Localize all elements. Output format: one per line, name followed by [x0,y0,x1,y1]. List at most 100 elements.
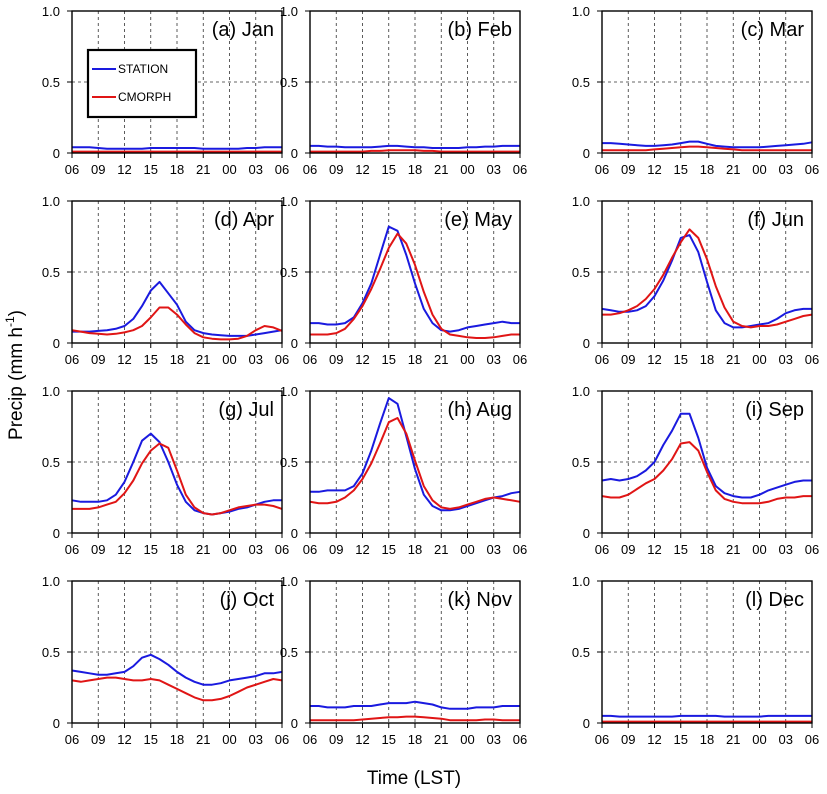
panel-title: (f) Jun [747,209,804,231]
plot-frame [601,580,813,724]
x-tick-label: 06 [65,162,79,177]
series-line-station [72,146,282,150]
x-tick-label: 18 [170,732,184,747]
panel-12: 06 09 12 15 18 21 00 03 06 0 0.5 1.0 (l) Dec [572,574,819,747]
y-tick-label: 0 [583,146,590,161]
y-tick-label: 0.5 [572,75,590,90]
y-tick-label: 1.0 [280,194,298,209]
y-tick-label: 1.0 [572,194,590,209]
x-tick-label: 12 [117,542,131,557]
x-tick-label: 12 [647,542,661,557]
y-tick-label: 0 [291,146,298,161]
x-tick-label: 12 [117,162,131,177]
panel-title: (d) Apr [214,209,274,231]
x-tick-label: 18 [408,162,422,177]
series-line-cmorph [309,417,521,510]
x-tick-label: 06 [805,352,819,367]
x-tick-label: 21 [726,162,740,177]
x-tick-label: 03 [779,732,793,747]
x-tick-label: 06 [275,542,289,557]
gridlines [72,201,282,343]
x-tick-label: 09 [621,352,635,367]
x-tick-label: 21 [434,732,448,747]
x-tick-label: 06 [275,732,289,747]
series-line-cmorph [71,676,283,702]
gridlines [602,11,812,153]
panel-4: 06 09 12 15 18 21 00 03 06 0 0.5 1.0 (d) Apr [42,194,289,367]
x-tick-label: 09 [621,542,635,557]
x-tick-label: 21 [196,162,210,177]
x-tick-label: 09 [91,732,105,747]
x-tick-label: 03 [487,162,501,177]
series-line-station [601,412,812,499]
x-tick-label: 00 [460,732,474,747]
series-line-cmorph [310,715,520,722]
plot-frame [309,390,521,534]
y-tick-label: 1.0 [42,4,60,19]
x-tick-label: 00 [752,542,766,557]
x-tick-label: 15 [144,542,158,557]
plot-frame [601,200,813,344]
x-tick-label: 18 [170,162,184,177]
series-line-cmorph [602,145,812,152]
panel-8: 06 09 12 15 18 21 00 03 06 0 0.5 1.0 (h) Aug [280,384,527,557]
x-tick-label: 12 [117,732,131,747]
x-tick-label: 06 [303,162,317,177]
gridlines [310,201,520,343]
x-tick-label: 00 [222,352,236,367]
x-tick-label: 00 [460,542,474,557]
y-tick-label: 1.0 [280,574,298,589]
x-tick-label: 12 [647,352,661,367]
panel-title: (a) Jan [212,19,274,41]
gridlines [72,581,282,723]
panel-title: (j) Oct [220,589,275,611]
x-tick-label: 12 [355,352,369,367]
panel-11: 06 09 12 15 18 21 00 03 06 0 0.5 1.0 (k) Nov [280,574,527,747]
gridlines [602,581,812,723]
x-tick-label: 00 [752,162,766,177]
x-tick-label: 21 [196,732,210,747]
y-tick-label: 1.0 [280,384,298,399]
y-tick-label: 0.5 [280,265,298,280]
x-tick-label: 06 [513,732,527,747]
x-tick-label: 03 [779,352,793,367]
series-line-cmorph [310,232,520,339]
panel-title: (l) Dec [745,589,804,611]
x-tick-label: 06 [275,352,289,367]
y-tick-label: 0.5 [280,75,298,90]
y-tick-label: 0 [583,716,590,731]
panel-5: 06 09 12 15 18 21 00 03 06 0 0.5 1.0 (e) May [280,194,527,367]
series-line-station [310,225,520,333]
x-tick-label: 09 [329,542,343,557]
x-tick-label: 18 [408,542,422,557]
x-tick-label: 12 [647,732,661,747]
series-line-cmorph [72,442,283,516]
plot-frame [71,200,283,344]
x-tick-label: 00 [222,162,236,177]
x-tick-label: 03 [249,352,263,367]
x-tick-label: 12 [355,732,369,747]
x-tick-label: 15 [674,542,688,557]
y-tick-label: 0.5 [42,455,60,470]
x-tick-label: 09 [91,162,105,177]
panel-2: 06 09 12 15 18 21 00 03 06 0 0.5 1.0 (b) Feb [280,4,527,177]
y-tick-label: 0.5 [42,75,60,90]
y-tick-label: 0 [291,336,298,351]
y-tick-label: 0 [583,336,590,351]
x-tick-label: 12 [355,542,369,557]
y-tick-label: 0.5 [280,645,298,660]
x-tick-label: 06 [65,732,79,747]
x-tick-label: 06 [513,162,527,177]
panel-title: (e) May [444,209,512,231]
y-tick-label: 0.5 [572,265,590,280]
gridlines [602,201,812,343]
gridlines [602,391,812,533]
panel-7: 06 09 12 15 18 21 00 03 06 0 0.5 1.0 (g) Jul [42,384,289,557]
x-tick-label: 21 [726,542,740,557]
series-line-cmorph [310,149,520,153]
panel-1: 06 09 12 15 18 21 00 03 06 0 0.5 1.0 (a) Jan STATION C… [42,4,289,177]
panel-title: (h) Aug [448,399,512,421]
x-tick-label: 06 [513,352,527,367]
